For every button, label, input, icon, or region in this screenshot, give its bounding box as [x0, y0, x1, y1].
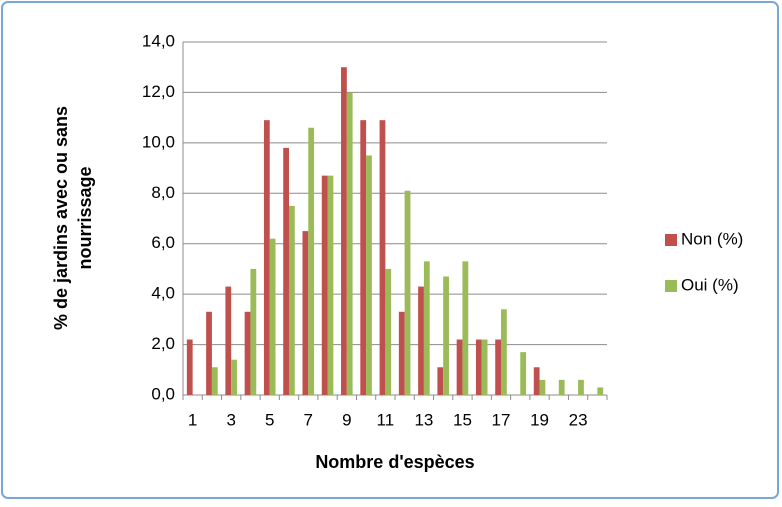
bar	[533, 367, 540, 395]
y-axis-title-line: % de jardins avec ou sans	[51, 106, 71, 330]
x-tick-label: 1	[188, 410, 197, 429]
bar	[520, 352, 527, 395]
y-axis-title-line: nourrissage	[75, 166, 95, 269]
bar	[231, 359, 237, 395]
y-tick-label: 14,0	[142, 31, 175, 50]
x-tick-label: 13	[414, 410, 433, 429]
bar	[360, 120, 367, 396]
bar	[578, 379, 584, 395]
bar	[539, 379, 546, 395]
x-tick-label: 9	[342, 410, 351, 429]
bar	[186, 339, 193, 395]
bar	[263, 120, 270, 396]
bar	[302, 231, 309, 395]
bar	[385, 268, 392, 395]
legend-swatch	[665, 280, 677, 292]
bar	[206, 311, 212, 395]
x-tick-label: 17	[492, 410, 511, 429]
bar	[379, 120, 386, 396]
x-tick-label: 5	[265, 410, 274, 429]
bar	[250, 268, 257, 395]
x-tick-label: 7	[304, 410, 313, 429]
bar	[366, 155, 372, 395]
bar	[283, 147, 289, 395]
bar	[481, 339, 488, 395]
legend-label: Oui (%)	[681, 275, 739, 294]
x-tick-label: 3	[226, 410, 235, 429]
bar	[308, 127, 315, 395]
x-tick-label: 19	[530, 410, 549, 429]
y-tick-label: 2,0	[151, 334, 175, 353]
legend-swatch	[665, 234, 677, 246]
bar	[495, 339, 501, 395]
bar	[597, 387, 604, 395]
bar	[269, 238, 276, 395]
bar	[462, 261, 469, 395]
bar	[327, 175, 334, 395]
x-tick-label: 23	[569, 410, 588, 429]
bar	[501, 309, 507, 395]
bar	[558, 379, 565, 395]
x-axis-title: Nombre d'espèces	[315, 452, 474, 472]
bar	[211, 367, 218, 395]
y-tick-label: 0,0	[151, 384, 175, 403]
y-tick-label: 4,0	[151, 284, 175, 303]
y-axis-title: % de jardins avec ou sans nourrissage	[51, 106, 95, 330]
y-tick-label: 6,0	[151, 233, 175, 252]
chart-frame	[1, 1, 779, 499]
x-tick-label: 15	[453, 410, 472, 429]
y-tick-label: 10,0	[142, 132, 175, 151]
bar	[423, 261, 430, 395]
y-tick-label: 12,0	[142, 82, 175, 101]
bar	[475, 339, 482, 395]
bar	[321, 175, 328, 395]
y-tick-label: 8,0	[151, 183, 175, 202]
bar	[244, 311, 251, 395]
bar	[443, 276, 449, 395]
bar	[456, 339, 463, 395]
bar	[341, 67, 347, 395]
bar	[346, 92, 353, 395]
bar	[289, 205, 295, 395]
bar	[437, 367, 444, 395]
bar	[225, 286, 232, 395]
bar	[404, 190, 411, 395]
bar	[418, 286, 424, 395]
x-tick-label: 11	[377, 410, 395, 429]
bar	[398, 311, 405, 395]
legend-label: Non (%)	[681, 229, 743, 248]
